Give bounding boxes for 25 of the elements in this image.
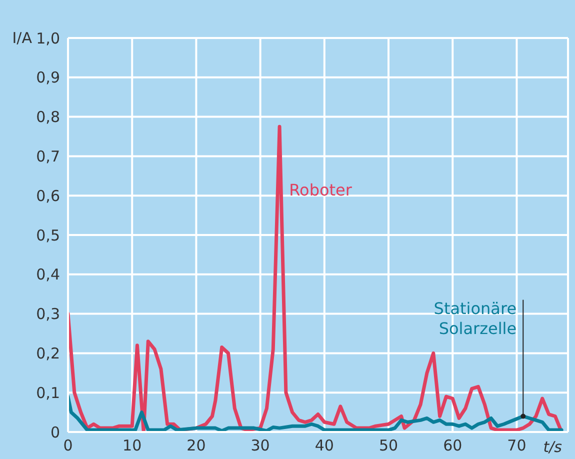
line-series [68, 124, 564, 432]
x-axis-title: t/s [543, 438, 562, 456]
text: Stationäre Solarzelle [434, 298, 517, 338]
y-tick-label: 0,6 [36, 186, 60, 205]
x-tick-label: 30 [250, 436, 270, 455]
x-tick-label: 70 [507, 436, 526, 455]
y-axis-title: I/A [12, 29, 33, 47]
y-tick-label: 0 [50, 423, 60, 442]
y-tick-label: 0,9 [36, 68, 60, 87]
x-tick-label: 40 [314, 436, 334, 455]
line-series [68, 394, 564, 432]
y-tick-label: 0,8 [36, 108, 60, 126]
y-tick-label: 0,1 [36, 384, 60, 402]
x-tick-label: 50 [378, 436, 398, 455]
x-tick-label: 60 [443, 436, 462, 455]
y-tick-label: 0,7 [36, 148, 60, 166]
x-tick-label: 0 [63, 436, 73, 455]
series-label: Roboter [289, 180, 352, 200]
x-tick-label: 10 [122, 436, 142, 455]
y-tick-label: 0,3 [36, 305, 60, 324]
x-tick-label: 20 [186, 436, 206, 455]
y-tick-label: 1,0 [36, 29, 60, 48]
y-tick-label: 0,5 [36, 226, 60, 244]
y-tick-label: 0,4 [36, 266, 60, 284]
y-tick-label: 0,2 [36, 344, 60, 363]
